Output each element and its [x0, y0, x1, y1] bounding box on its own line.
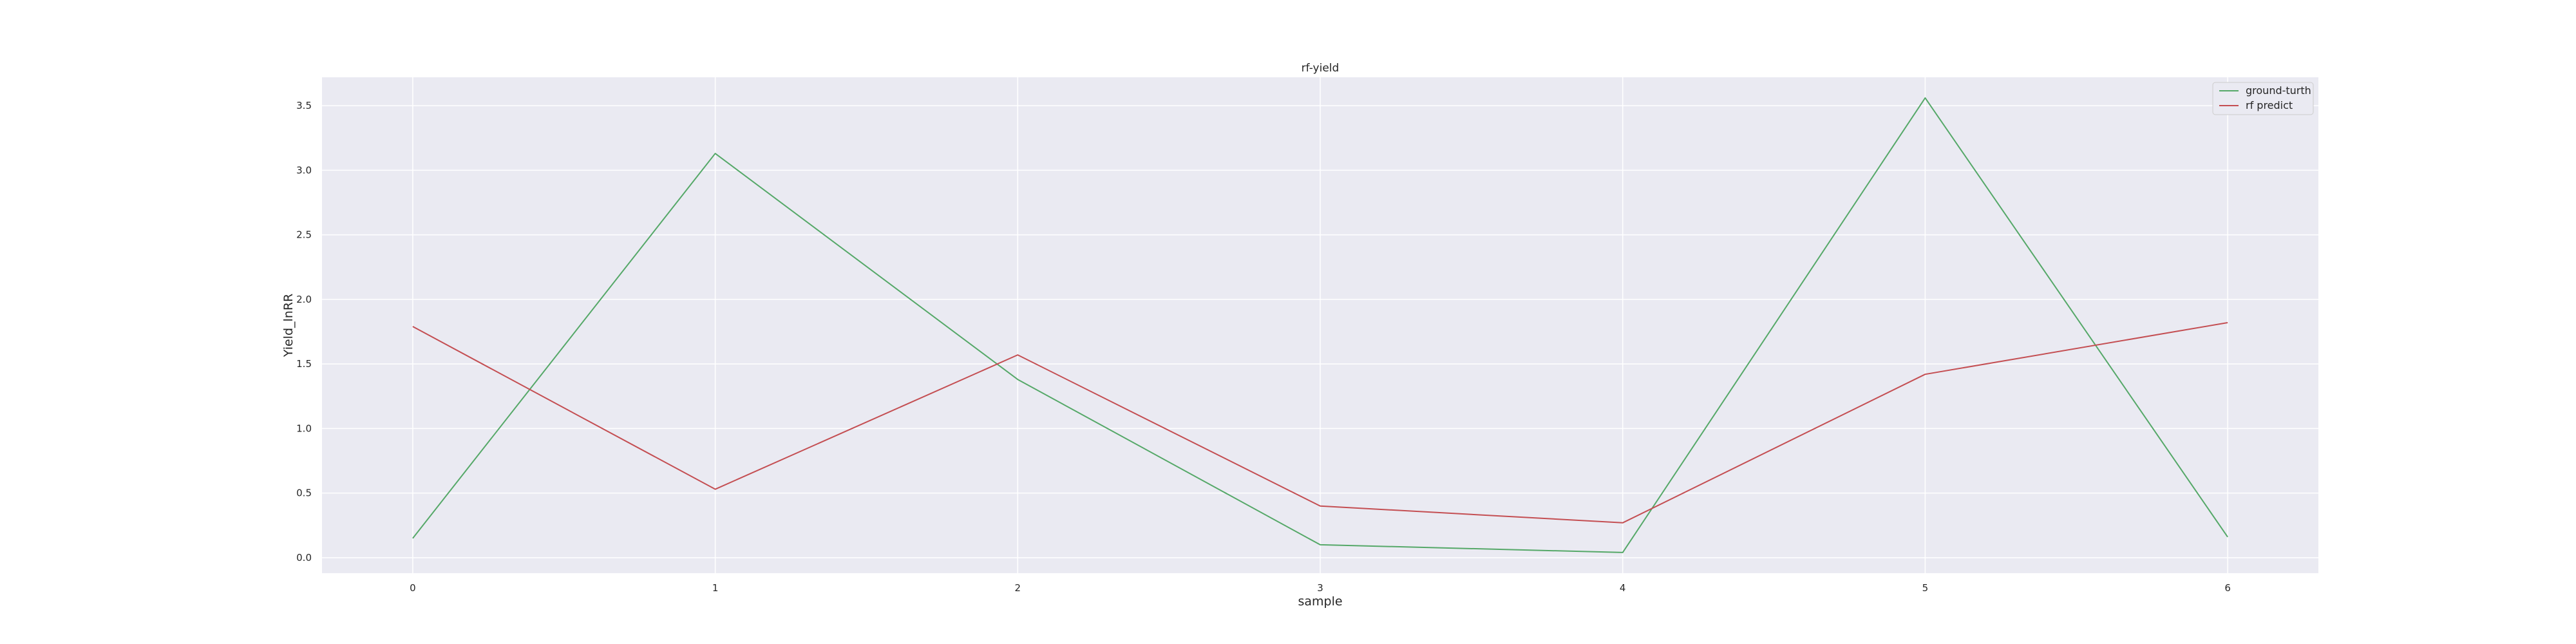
series-group	[412, 97, 2228, 553]
y-tick-labels: 0.0 0.5 1.0 1.5 2.0 2.5 3.0 3.5	[296, 100, 312, 564]
legend: ground-turth rf predict	[2212, 82, 2314, 115]
y-tick-label: 2.5	[296, 229, 312, 241]
x-tick-label: 0	[410, 582, 416, 594]
x-tick-label: 1	[712, 582, 719, 594]
y-tick-label: 2.0	[296, 294, 312, 305]
x-tick-label: 4	[1620, 582, 1626, 594]
y-axis-label: Yield_lnRR	[281, 294, 296, 357]
y-tick-label: 1.0	[296, 422, 312, 434]
y-tick-label: 3.0	[296, 164, 312, 176]
x-tick-label: 5	[1922, 582, 1929, 594]
x-tick-labels: 0 1 2 3 4 5 6	[410, 582, 2231, 594]
x-axis-label: sample	[1298, 594, 1342, 609]
x-tick-label: 3	[1317, 582, 1323, 594]
x-tick-label: 6	[2224, 582, 2231, 594]
legend-label-rf-predict: rf predict	[2246, 99, 2293, 111]
y-tick-label: 3.5	[296, 100, 312, 111]
y-tick-label: 1.5	[296, 358, 312, 370]
y-tick-label: 0.0	[296, 552, 312, 564]
chart-title: rf-yield	[1302, 62, 1340, 75]
series-line-ground-turth	[412, 97, 2228, 553]
x-tick-label: 2	[1015, 582, 1021, 594]
series-line-rf-predict	[412, 322, 2228, 524]
y-tick-label: 0.5	[296, 488, 312, 499]
legend-label-ground-turth: ground-turth	[2246, 84, 2311, 97]
